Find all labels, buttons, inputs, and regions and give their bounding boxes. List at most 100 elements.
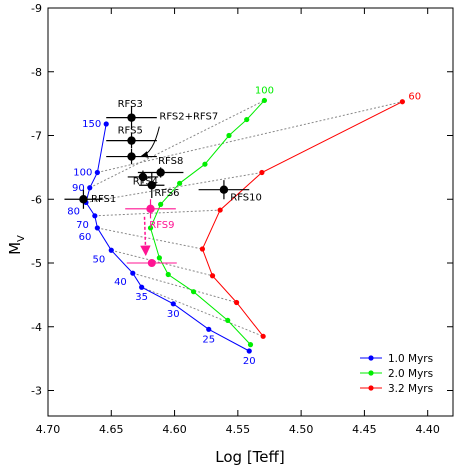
rfs2-rfs7-pointer	[140, 126, 160, 158]
series-point	[92, 213, 98, 219]
series-point	[87, 185, 93, 191]
y-axis-label-sub: V	[16, 235, 27, 242]
star-point	[147, 181, 156, 190]
series-point	[261, 97, 268, 104]
x-tick-label: 4.50	[289, 423, 314, 436]
isochrone-link	[89, 99, 265, 189]
mass-label: 70	[76, 220, 89, 231]
rfs9-shifted-point	[147, 259, 156, 267]
y-tick-label: -8	[31, 66, 42, 79]
isochrone-link	[85, 171, 262, 203]
isochrone-link	[97, 227, 203, 250]
legend-label: 2.0 Myrs	[388, 368, 433, 380]
x-tick-label: 4.70	[36, 423, 61, 436]
series-point	[103, 121, 109, 127]
y-tick-label: -7	[31, 130, 42, 143]
series-point	[199, 246, 206, 252]
series-point	[158, 201, 164, 207]
series-point	[226, 132, 232, 139]
star-label: RFS5	[118, 126, 143, 137]
mass-label: 150	[82, 119, 101, 130]
star-label: RFS9	[149, 220, 174, 231]
series-point	[225, 317, 231, 323]
mass-label: 80	[67, 206, 80, 217]
legend: 1.0 Myrs 2.0 Myrs 3.2 Myrs	[360, 353, 433, 395]
y-tick-label: -6	[31, 193, 42, 206]
isochrone-link	[132, 272, 237, 304]
series-point	[217, 207, 223, 213]
series-point	[206, 326, 212, 332]
legend-label: 1.0 Myrs	[388, 353, 433, 365]
series-point	[108, 247, 114, 253]
series-point	[94, 169, 100, 176]
mass-label: 60	[408, 92, 421, 103]
series-point	[190, 289, 197, 295]
star-label: RFS6	[154, 188, 179, 199]
legend-swatch-point	[368, 355, 374, 361]
star-label: RFS2+RFS7	[159, 112, 218, 123]
series-point	[259, 169, 265, 176]
star-point	[127, 152, 136, 161]
x-tick-label: 4.40	[415, 423, 440, 436]
series-point	[244, 116, 250, 123]
isochrone-link	[97, 101, 403, 173]
star-point	[79, 195, 88, 204]
series-point	[130, 270, 136, 276]
plot-frame	[47, 7, 454, 417]
isochrone-link	[141, 286, 264, 337]
legend-label: 3.2 Myrs	[388, 383, 433, 395]
x-tick-label: 4.65	[99, 423, 124, 436]
x-tick-label: 4.55	[226, 423, 251, 436]
rfs9-shift-arrow	[140, 216, 151, 257]
mass-label: 35	[135, 292, 148, 303]
mass-label: 100	[73, 167, 92, 178]
isochrone-links	[85, 99, 403, 337]
star-point	[138, 172, 148, 182]
isochrone-link	[94, 209, 221, 217]
y-axis-label: MV	[6, 235, 27, 255]
series-line	[85, 123, 250, 352]
series-point	[156, 255, 162, 261]
star-point	[219, 185, 229, 194]
star-point	[156, 168, 165, 177]
star-point	[127, 136, 136, 145]
mass-label: 90	[72, 183, 85, 194]
series-point	[202, 161, 208, 167]
series-point	[247, 342, 254, 348]
star-label: RFS4	[133, 177, 158, 188]
mass-label: 20	[243, 356, 256, 367]
series-point	[139, 284, 145, 290]
series-point	[399, 99, 405, 105]
star-label: RFS8	[158, 156, 183, 167]
series-point	[170, 301, 176, 307]
star-point	[146, 204, 155, 214]
x-tick-label: 4.60	[162, 423, 187, 436]
axes: 4.70 4.65 4.60 4.55 4.50 4.45 4.40 -9 -8 -7 -6 -5 -4…	[31, 2, 453, 436]
star-label: RFS3	[118, 99, 143, 110]
x-tick-label: 4.45	[352, 423, 377, 436]
series-line	[149, 100, 265, 345]
series-point	[233, 299, 240, 306]
mass-label: 100	[255, 85, 274, 96]
star-point	[127, 113, 136, 122]
series-point	[209, 273, 216, 279]
mass-label: 60	[79, 232, 92, 243]
y-tick-label: -9	[31, 2, 42, 15]
y-tick-label: -3	[31, 385, 42, 398]
y-tick-label: -4	[31, 321, 42, 334]
series-point	[177, 180, 183, 186]
series-point	[94, 225, 100, 231]
x-axis-label: Log [Teff]	[215, 448, 284, 466]
mass-label: 25	[202, 334, 215, 345]
y-axis-label-main: M	[6, 242, 24, 255]
star-label: RFS1	[91, 194, 116, 205]
series-point	[147, 225, 154, 231]
series-point	[260, 333, 266, 339]
mass-label: 30	[167, 309, 180, 320]
y-tick-label: -5	[31, 257, 42, 270]
legend-swatch-point	[368, 370, 374, 376]
series-point	[165, 271, 171, 278]
